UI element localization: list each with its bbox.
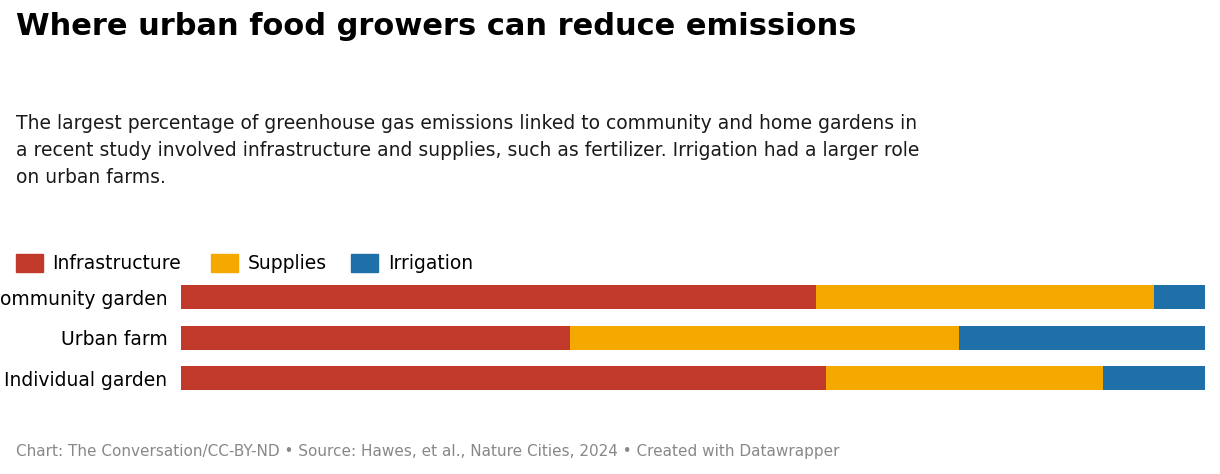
Bar xyxy=(570,326,959,350)
Bar xyxy=(1103,366,1205,391)
Bar xyxy=(181,285,816,310)
Text: Supplies: Supplies xyxy=(248,254,327,273)
Text: The largest percentage of greenhouse gas emissions linked to community and home : The largest percentage of greenhouse gas… xyxy=(16,114,919,187)
Bar xyxy=(181,326,570,350)
Bar xyxy=(816,285,1154,310)
Bar xyxy=(959,326,1205,350)
Text: Irrigation: Irrigation xyxy=(388,254,473,273)
Bar xyxy=(826,366,1103,391)
Text: Where urban food growers can reduce emissions: Where urban food growers can reduce emis… xyxy=(16,12,856,41)
Bar xyxy=(1154,285,1205,310)
Text: Infrastructure: Infrastructure xyxy=(52,254,182,273)
Text: Chart: The Conversation/CC-BY-ND • Source: Hawes, et al., Nature Cities, 2024 • : Chart: The Conversation/CC-BY-ND • Sourc… xyxy=(16,444,839,459)
Bar xyxy=(181,366,826,391)
